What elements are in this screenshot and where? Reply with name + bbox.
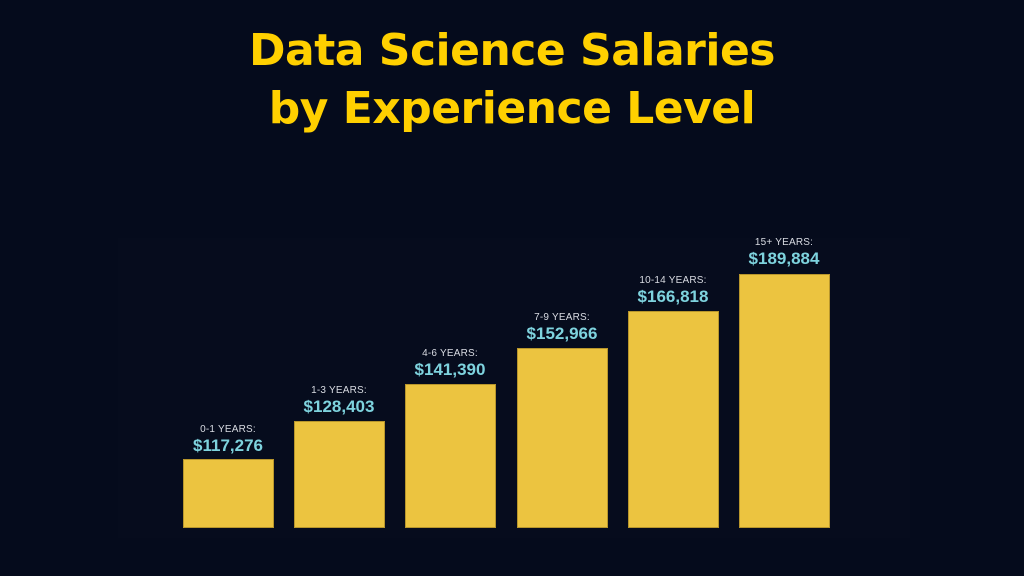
value-label: $128,403 — [303, 397, 375, 416]
category-label: 10-14 YEARS: — [639, 275, 707, 286]
value-label: $141,390 — [414, 360, 486, 379]
bar-10-14-years — [628, 311, 719, 528]
bar-label: 15+ YEARS: $189,884 — [714, 236, 854, 269]
bar-0-1-years — [183, 459, 274, 528]
bar-label: 7-9 YEARS: $152,966 — [492, 311, 632, 344]
bar-label: 1-3 YEARS: $128,403 — [269, 384, 409, 417]
category-label: 4-6 YEARS: — [422, 348, 478, 359]
category-label: 0-1 YEARS: — [200, 424, 256, 435]
value-label: $166,818 — [637, 287, 709, 306]
bar-label: 4-6 YEARS: $141,390 — [380, 347, 520, 380]
value-label: $117,276 — [193, 436, 263, 455]
category-label: 1-3 YEARS: — [311, 385, 367, 396]
bar-label: 10-14 YEARS: $166,818 — [603, 274, 743, 307]
category-label: 15+ YEARS: — [754, 237, 814, 248]
bar-15-plus-years — [739, 274, 830, 528]
bar-7-9-years — [517, 348, 608, 528]
bar-1-3-years — [294, 421, 385, 528]
bar-4-6-years — [405, 384, 496, 528]
title-line-2: by Experience Level — [268, 83, 756, 134]
value-label: $152,966 — [526, 324, 598, 343]
category-label: 7-9 YEARS: — [534, 312, 590, 323]
title-line-1: Data Science Salaries — [249, 25, 776, 76]
chart-title: Data Science Salaries by Experience Leve… — [0, 22, 1024, 138]
value-label: $189,884 — [748, 249, 820, 268]
bar-label: 0-1 YEARS: $117,276 — [158, 423, 298, 456]
